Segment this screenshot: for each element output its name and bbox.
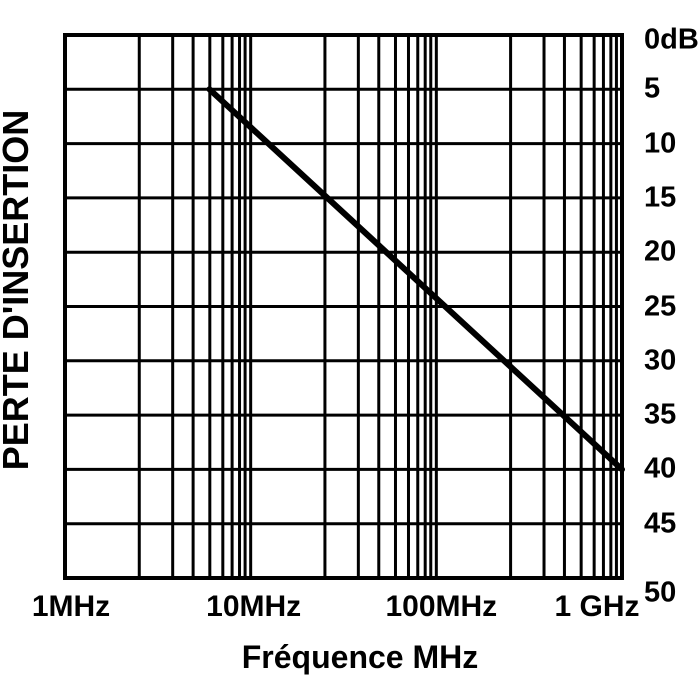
y-axis-title: PERTE D'INSERTION xyxy=(0,109,36,471)
x-axis-title: Fréquence MHz xyxy=(241,639,479,675)
insertion-loss-line xyxy=(206,86,625,473)
plot-border xyxy=(63,33,624,580)
